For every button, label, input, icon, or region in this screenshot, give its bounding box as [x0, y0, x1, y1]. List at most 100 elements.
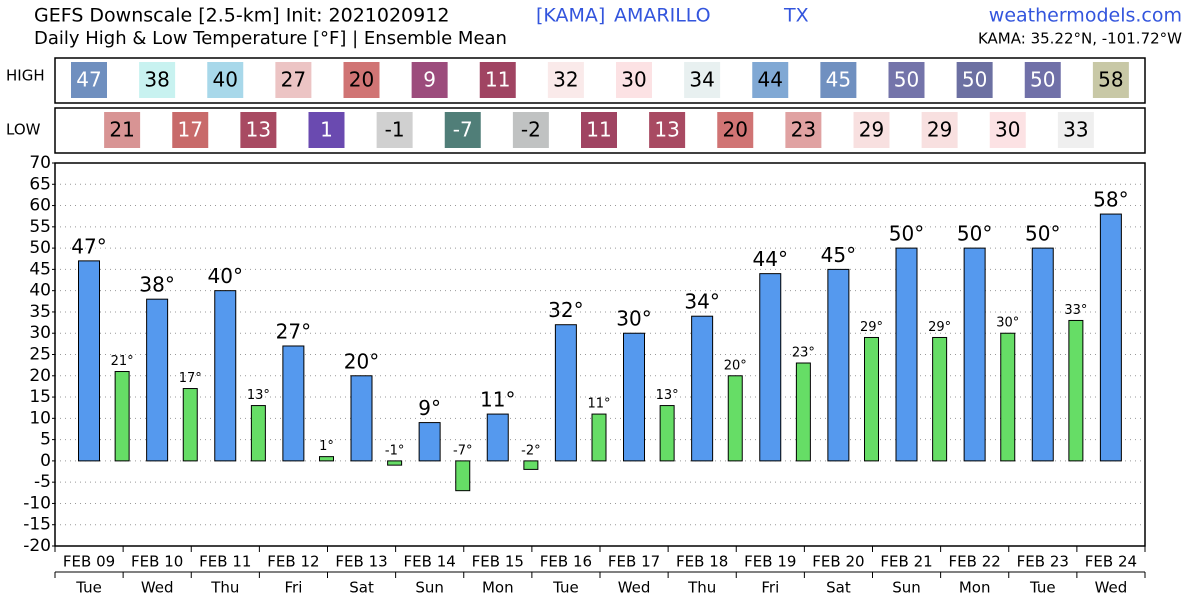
data-label: 29° [860, 320, 883, 335]
table-value: -1 [385, 118, 405, 142]
data-label: 50° [957, 222, 992, 246]
station-id: [KAMA] [536, 5, 605, 27]
high-row-box [54, 57, 1146, 104]
x-tick-label: FEB 12 [267, 553, 319, 571]
table-value: 29 [927, 118, 952, 142]
bar [554, 324, 577, 462]
bar [932, 336, 948, 462]
data-label: 13° [247, 388, 270, 403]
weekday-label: Fri [761, 579, 779, 597]
low-row-box [54, 107, 1146, 154]
data-label: -2° [521, 443, 540, 458]
x-tick-label: FEB 09 [63, 553, 115, 571]
table-cell [1057, 112, 1094, 148]
table-value: 50 [894, 68, 919, 92]
table-cell [1092, 62, 1129, 98]
bar [350, 375, 373, 462]
data-label: 40° [208, 264, 243, 288]
weekday-label: Wed [618, 579, 651, 597]
table-value: 30 [621, 68, 646, 92]
bar [827, 268, 850, 462]
weekday-label: Sun [892, 579, 921, 597]
bar [963, 247, 986, 462]
data-label: 13° [656, 388, 679, 403]
y-tick-label: -15 [23, 515, 51, 535]
y-tick-label: 45 [29, 259, 51, 279]
bar [418, 422, 441, 462]
chart-title: GEFS Downscale [2.5-km] Init: 2021020912 [34, 5, 449, 27]
data-label: 11° [587, 397, 610, 412]
table-value: 38 [144, 68, 169, 92]
table-cell [820, 62, 857, 98]
x-tick-label: FEB 19 [744, 553, 796, 571]
bar [1068, 319, 1084, 462]
table-value: 23 [791, 118, 816, 142]
y-tick-label: 60 [29, 196, 51, 216]
data-label: 45° [821, 243, 856, 267]
data-label: 20° [344, 349, 379, 373]
table-value: 13 [654, 118, 679, 142]
table-cell [956, 62, 993, 98]
data-label: -7° [453, 443, 472, 458]
bar [250, 405, 266, 462]
table-value: 9 [423, 68, 436, 92]
bar [623, 332, 645, 462]
bar [591, 413, 607, 462]
bar [486, 413, 509, 462]
y-tick-label: -20 [23, 536, 51, 556]
table-value: 32 [553, 68, 578, 92]
station-name: AMARILLO [614, 5, 711, 27]
bar [1000, 332, 1016, 462]
high-row-label: HIGH [6, 67, 45, 85]
weekday-label: Mon [959, 579, 991, 597]
table-value: 11 [586, 118, 611, 142]
table-value: 33 [1063, 118, 1088, 142]
weekday-label: Tue [75, 579, 102, 597]
weekday-label: Wed [1095, 579, 1128, 597]
y-tick-label: 50 [29, 238, 51, 258]
table-cell [547, 62, 584, 98]
data-label: 27° [276, 319, 311, 343]
x-tick-label: FEB 24 [1085, 553, 1137, 571]
table-cell [71, 62, 107, 98]
weekday-label: Thu [210, 579, 239, 597]
data-label: 32° [548, 298, 583, 322]
table-value: 1 [320, 118, 333, 142]
data-label: 9° [418, 396, 441, 420]
subtitle: Daily High & Low Temperature [°F] | Ense… [34, 28, 507, 49]
weekday-label: Mon [482, 579, 514, 597]
data-label: 50° [889, 222, 924, 246]
table-cell [343, 62, 380, 98]
table-cell [172, 112, 209, 148]
bar [759, 273, 782, 462]
location: KAMA: 35.22°N, -101.72°W [978, 30, 1182, 48]
table-cell [275, 62, 312, 98]
bar [1031, 247, 1054, 462]
table-value: 21 [109, 118, 134, 142]
x-tick-label: FEB 23 [1017, 553, 1069, 571]
table-value: 44 [758, 68, 783, 92]
table-cell [207, 62, 244, 98]
table-value: 27 [281, 68, 306, 92]
table-cell [717, 112, 754, 148]
x-tick-label: FEB 16 [540, 553, 592, 571]
bar [282, 345, 305, 462]
weekday-label: Fri [285, 579, 303, 597]
data-label: 21° [111, 354, 134, 369]
data-label: 50° [1025, 222, 1060, 246]
weekday-label: Thu [687, 579, 716, 597]
table-cell [785, 112, 822, 148]
table-value: 40 [213, 68, 238, 92]
table-cell [411, 62, 448, 98]
x-tick-label: FEB 10 [131, 553, 183, 571]
y-tick-label: 65 [29, 174, 51, 194]
x-tick-label: FEB 18 [676, 553, 728, 571]
y-tick-label: 40 [29, 281, 51, 301]
data-label: 29° [928, 320, 951, 335]
table-cell [512, 112, 549, 148]
table-cell [376, 112, 413, 148]
x-tick-label: FEB 20 [812, 553, 864, 571]
state: TX [783, 5, 809, 27]
table-value: 11 [485, 68, 510, 92]
